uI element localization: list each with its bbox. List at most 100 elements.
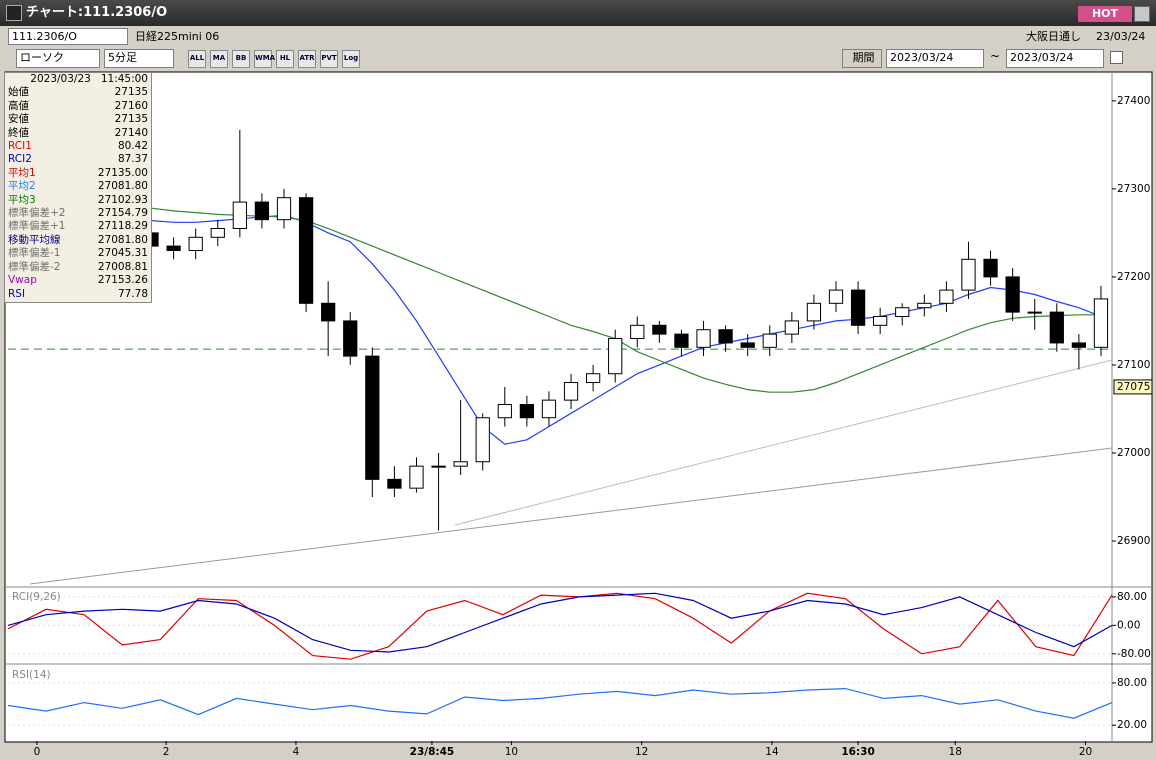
info-label: 移動平均線	[8, 233, 61, 246]
info-label: 標準偏差+2	[8, 207, 66, 220]
info-value: 77.78	[117, 287, 148, 300]
date-to[interactable]: 2023/03/24	[1006, 49, 1104, 68]
y-tick-label: 80.00	[1117, 677, 1147, 689]
info-row: RCI1 80.42	[8, 140, 148, 153]
candle-body	[497, 404, 512, 419]
info-header: 2023/03/23 11:45:00	[8, 73, 148, 86]
candle-body	[365, 355, 380, 480]
candle-body	[1027, 311, 1042, 314]
pane-title: RCI(9,26)	[12, 591, 61, 603]
candle-body	[343, 320, 358, 357]
candle-body	[652, 324, 667, 335]
info-value: 80.42	[117, 140, 148, 153]
info-row: 始値 27135	[8, 86, 148, 99]
toolbar-icon[interactable]: BB	[232, 50, 250, 68]
info-value: 27135	[114, 86, 148, 99]
candle-body	[1049, 311, 1064, 344]
candle-body	[961, 258, 976, 291]
candle-body	[873, 316, 888, 326]
info-row: 高値 27160	[8, 100, 148, 113]
info-label: 平均1	[8, 166, 36, 179]
candle-body	[563, 382, 579, 401]
candle-body	[917, 302, 932, 309]
style-select[interactable]: ローソク	[16, 49, 100, 68]
info-label: RSI	[8, 287, 26, 300]
candle-body	[387, 478, 402, 489]
last-price-box	[1113, 379, 1153, 395]
info-value: 27135.00	[97, 166, 148, 179]
candle-body	[828, 289, 844, 304]
toolbar-icon[interactable]: Log	[342, 50, 360, 68]
candle-body	[321, 302, 336, 322]
session: 大阪日通し	[1026, 30, 1081, 43]
candle-body	[762, 333, 777, 348]
y-tick-label: 26900	[1117, 535, 1150, 547]
candle-body	[1071, 342, 1087, 348]
toolbar-icon[interactable]: WMA	[254, 50, 275, 68]
series-line	[7, 592, 1113, 660]
info-row: RSI 77.78	[8, 288, 148, 301]
symbol-combo[interactable]: 111.2306/O	[8, 28, 128, 45]
app-icon	[6, 5, 22, 21]
info-row: 平均3 27102.93	[8, 194, 148, 207]
candle-body	[188, 236, 203, 251]
x-tick-label: 23/8:45	[410, 746, 455, 758]
period-button[interactable]: 期間	[842, 49, 882, 68]
info-label: 終値	[8, 126, 29, 139]
info-value: 27081.80	[97, 233, 148, 246]
x-tick-label: 12	[635, 746, 648, 758]
candle-body	[453, 461, 468, 467]
info-panel: 2023/03/23 11:45:00 始値 27135 高値 27160 安値 27135…	[4, 72, 152, 303]
y-tick-label: 27000	[1117, 447, 1150, 459]
toolbar-icon[interactable]: HL	[276, 50, 294, 68]
symbol-name: 日経225mini 06	[135, 30, 220, 43]
candle-body	[1093, 298, 1109, 348]
candle-body	[983, 258, 998, 278]
info-row: 移動平均線 27081.80	[8, 234, 148, 247]
candle-body	[806, 302, 822, 322]
toolbar-icon[interactable]: ATR	[298, 50, 316, 68]
x-tick-label: 2	[163, 746, 170, 758]
info-row: 標準偏差+2 27154.79	[8, 207, 148, 220]
info-row: 平均1 27135.00	[8, 167, 148, 180]
candle-body	[166, 245, 181, 251]
info-row: 終値 27140	[8, 127, 148, 140]
interval-select[interactable]: 5分足	[104, 49, 174, 68]
toolbar-icon[interactable]: ALL	[188, 50, 206, 68]
series-line	[7, 687, 1113, 719]
candle-body	[674, 333, 689, 348]
y-tick-label: -80.00	[1117, 648, 1151, 660]
info-date: 2023/03/23	[30, 73, 91, 85]
close-button[interactable]	[1134, 6, 1150, 22]
chart-frame	[4, 71, 1153, 743]
info-value: 27160	[114, 99, 148, 112]
candle-body	[718, 329, 733, 344]
y-tick-label: 0.00	[1117, 619, 1140, 631]
info-label: 安値	[8, 113, 29, 126]
info-value: 27008.81	[97, 260, 148, 273]
candle-body	[519, 404, 535, 419]
window-title: チャート:111.2306/O	[26, 5, 168, 20]
date-from[interactable]: 2023/03/24	[886, 49, 984, 68]
toolbar-icon[interactable]: MA	[210, 50, 228, 68]
candle-body	[608, 338, 623, 375]
candle-body	[541, 399, 557, 419]
toolbar-icons: ALL MA BB WMA HL ATR PVT Log	[188, 50, 828, 68]
info-label: 平均3	[8, 193, 36, 206]
series-line	[18, 192, 1101, 393]
checkbox[interactable]	[1110, 51, 1123, 64]
info-value: 27045.31	[97, 247, 148, 260]
hot-badge[interactable]: HOT	[1078, 6, 1132, 22]
info-row: 安値 27135	[8, 113, 148, 126]
info-row: RCI2 87.37	[8, 153, 148, 166]
candle-body	[585, 373, 601, 384]
info-label: 標準偏差-2	[8, 260, 61, 273]
toolbar-icon[interactable]: PVT	[320, 50, 338, 68]
last-price: 27075	[1117, 381, 1150, 393]
x-tick-label: 4	[293, 746, 300, 758]
candle-body	[276, 197, 292, 221]
info-value: 27102.93	[97, 193, 148, 206]
candle-body	[409, 465, 424, 489]
info-time: 11:45:00	[100, 73, 148, 85]
